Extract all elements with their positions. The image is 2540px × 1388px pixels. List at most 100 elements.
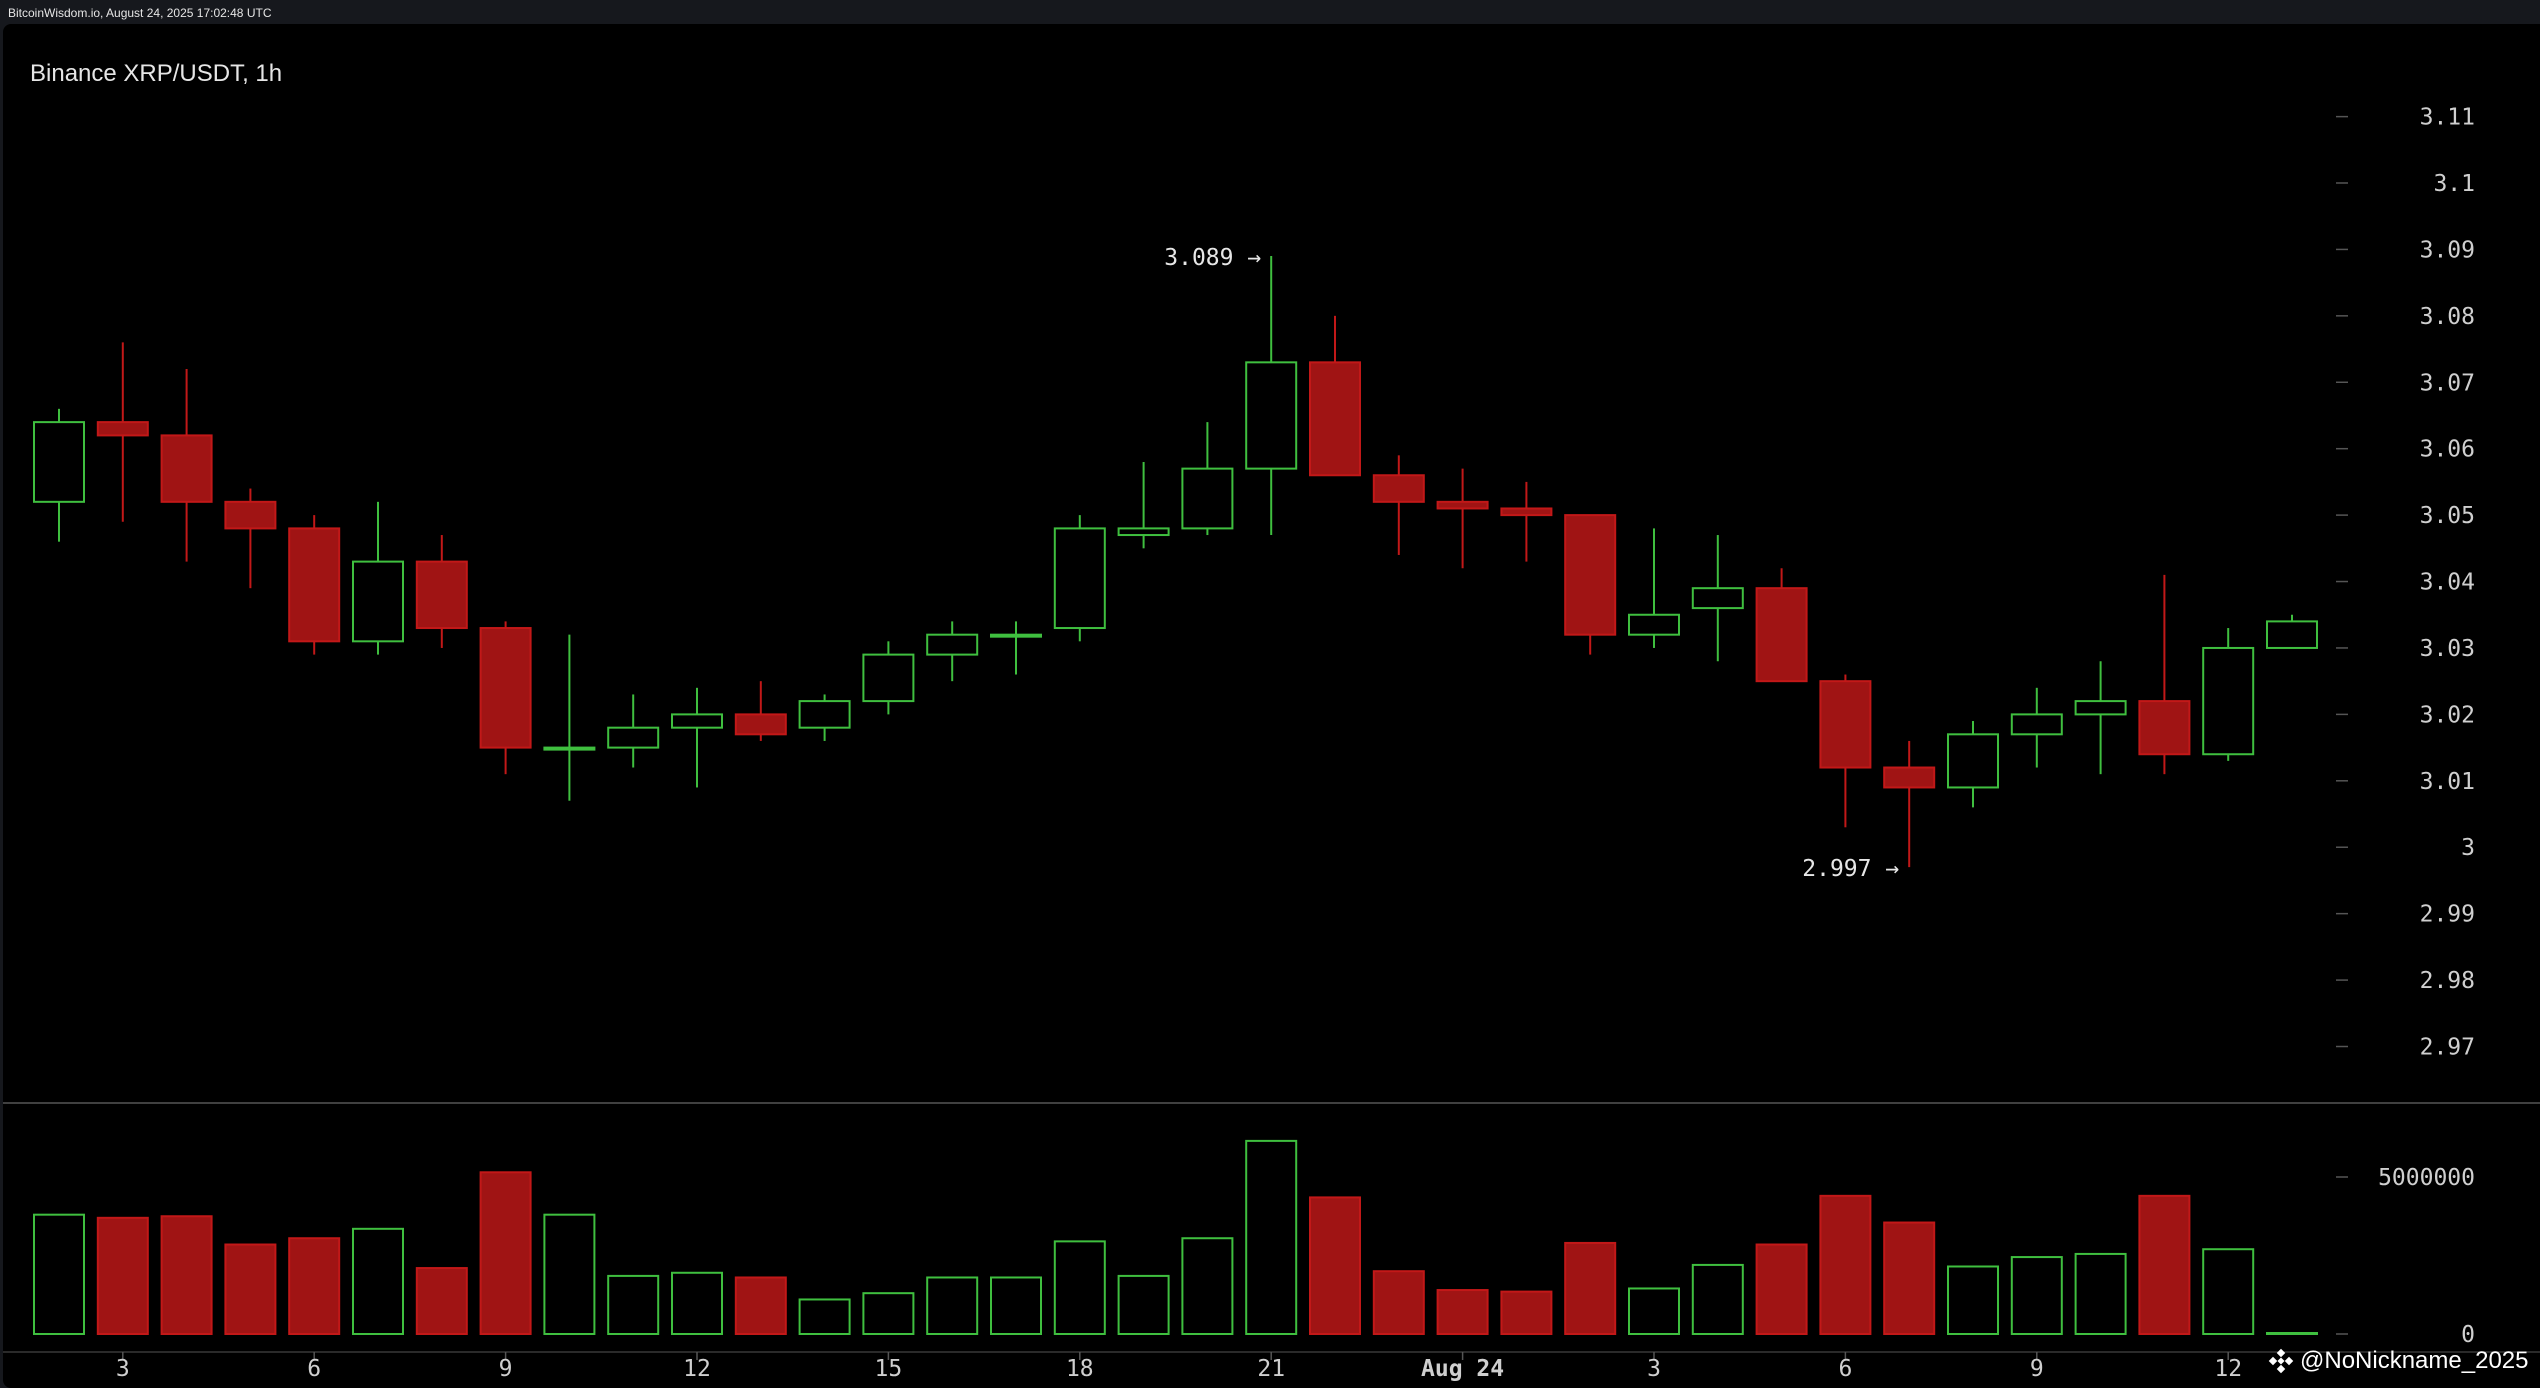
candle-body <box>1372 474 1425 503</box>
candle-body <box>607 726 660 749</box>
volume-bar <box>798 1298 851 1335</box>
candle <box>926 621 979 682</box>
candle <box>1819 674 1872 828</box>
candle <box>1691 535 1744 662</box>
candle <box>2010 687 2063 768</box>
candle-body <box>1819 680 1872 769</box>
time-tick-label: 18 <box>1066 1356 1094 1382</box>
time-tick-label: 3 <box>116 1356 130 1382</box>
candles <box>33 256 2318 868</box>
top-bar: BitcoinWisdom.io, August 24, 2025 17:02:… <box>0 0 2540 24</box>
candle-body <box>2010 713 2063 736</box>
volume-bar <box>990 1276 1042 1335</box>
volume-bar <box>33 1213 85 1336</box>
volume-bar <box>1819 1194 1872 1335</box>
volume-bar <box>160 1215 213 1335</box>
price-tick-label: 3.08 <box>2420 304 2475 330</box>
candle-body <box>479 627 532 749</box>
time-tick-label: 21 <box>1257 1356 1285 1382</box>
time-tick-label: 15 <box>875 1356 903 1382</box>
candle-body <box>1309 361 1361 477</box>
binance-logo-icon <box>2268 1348 2294 1374</box>
candle <box>160 368 213 562</box>
candle <box>1181 422 1234 536</box>
volume-tick-label: 0 <box>2461 1322 2475 1348</box>
watermark-handle: @NoNickname_2025 <box>2300 1347 2529 1374</box>
source-timestamp: BitcoinWisdom.io, August 24, 2025 17:02:… <box>8 6 272 20</box>
candle-body <box>862 653 915 703</box>
candle-body <box>798 700 851 729</box>
candle-body <box>543 746 596 751</box>
candle <box>990 621 1042 675</box>
candle-body <box>2202 646 2255 756</box>
candle <box>224 488 277 589</box>
annotations: 3.089 → 2.997 → <box>1164 245 1899 882</box>
volume-bar <box>479 1171 532 1336</box>
volume-bar <box>1691 1263 1744 1336</box>
volume-bar <box>1947 1265 1999 1335</box>
volume-bar <box>1628 1287 1680 1335</box>
price-tick-label: 3.01 <box>2420 769 2475 795</box>
candle <box>1436 468 1489 569</box>
price-tick-label: 3.05 <box>2420 503 2475 529</box>
time-tick-label: 3 <box>1647 1356 1661 1382</box>
candle-body <box>1500 507 1553 517</box>
time-tick-label: 12 <box>683 1356 711 1382</box>
candle <box>352 501 404 655</box>
candle <box>1117 461 1170 549</box>
candle-body <box>33 421 85 503</box>
volume-bar <box>224 1243 277 1336</box>
price-tick-label: 3.07 <box>2420 370 2475 396</box>
candle-body <box>96 421 149 437</box>
price-tick-label: 3.02 <box>2420 702 2475 728</box>
candle-body <box>2138 700 2191 756</box>
time-tick-label: 9 <box>2030 1356 2044 1382</box>
candle <box>33 408 85 542</box>
volume-bar <box>2010 1256 2063 1335</box>
volume-bar <box>1436 1289 1489 1336</box>
volume-bar <box>1117 1274 1170 1336</box>
candle-body <box>1436 500 1489 510</box>
candle <box>1309 315 1361 477</box>
candle <box>1372 455 1425 555</box>
candle-body <box>1883 766 1936 789</box>
volume-bar <box>96 1216 149 1335</box>
volume-bar <box>543 1213 596 1336</box>
volume-bar <box>2138 1194 2191 1335</box>
price-tick-label: 3.1 <box>2433 171 2475 197</box>
candle-body <box>1245 361 1298 470</box>
price-tick-label: 2.98 <box>2420 968 2475 994</box>
candle-body <box>288 527 341 643</box>
volume-bar <box>1883 1221 1936 1336</box>
time-tick-label: 9 <box>499 1356 513 1382</box>
time-axis: 3 6 9 12 15 18 21 Aug 24 3 6 9 12 <box>116 1352 2242 1382</box>
candle <box>2138 574 2191 775</box>
price-annotation: 3.089 → <box>1164 245 1261 271</box>
price-tick-label: 3 <box>2461 835 2475 861</box>
candle <box>1500 481 1553 562</box>
volume-bars <box>33 1139 2318 1336</box>
candle <box>862 641 915 715</box>
time-tick-label: 12 <box>2214 1356 2242 1382</box>
candle-body <box>352 560 404 643</box>
candle-body <box>1755 587 1808 683</box>
chart-panel[interactable]: 3.11 3.1 3.09 3.08 3.07 3.06 3.05 3.04 3.03 3.02 3… <box>3 24 2540 1388</box>
candlestick-chart[interactable]: 3.11 3.1 3.09 3.08 3.07 3.06 3.05 3.04 3.03 3.02 3… <box>3 24 2540 1388</box>
volume-bar <box>1053 1240 1106 1335</box>
candle <box>2202 628 2255 761</box>
price-annotation: 2.997 → <box>1802 856 1899 882</box>
candle <box>1245 256 1298 536</box>
candle-body <box>1117 527 1170 537</box>
candle-body <box>415 560 468 630</box>
price-tick-label: 2.97 <box>2420 1035 2475 1061</box>
candle-body <box>2266 620 2318 649</box>
candle-body <box>1691 587 1744 610</box>
volume-bar <box>1500 1290 1553 1335</box>
candle <box>96 342 149 522</box>
candle <box>1883 740 1936 868</box>
volume-bar <box>2074 1252 2127 1336</box>
candle-body <box>1564 514 1617 636</box>
volume-bar <box>1309 1196 1361 1336</box>
candle-body <box>160 434 213 503</box>
volume-bar <box>288 1237 341 1335</box>
